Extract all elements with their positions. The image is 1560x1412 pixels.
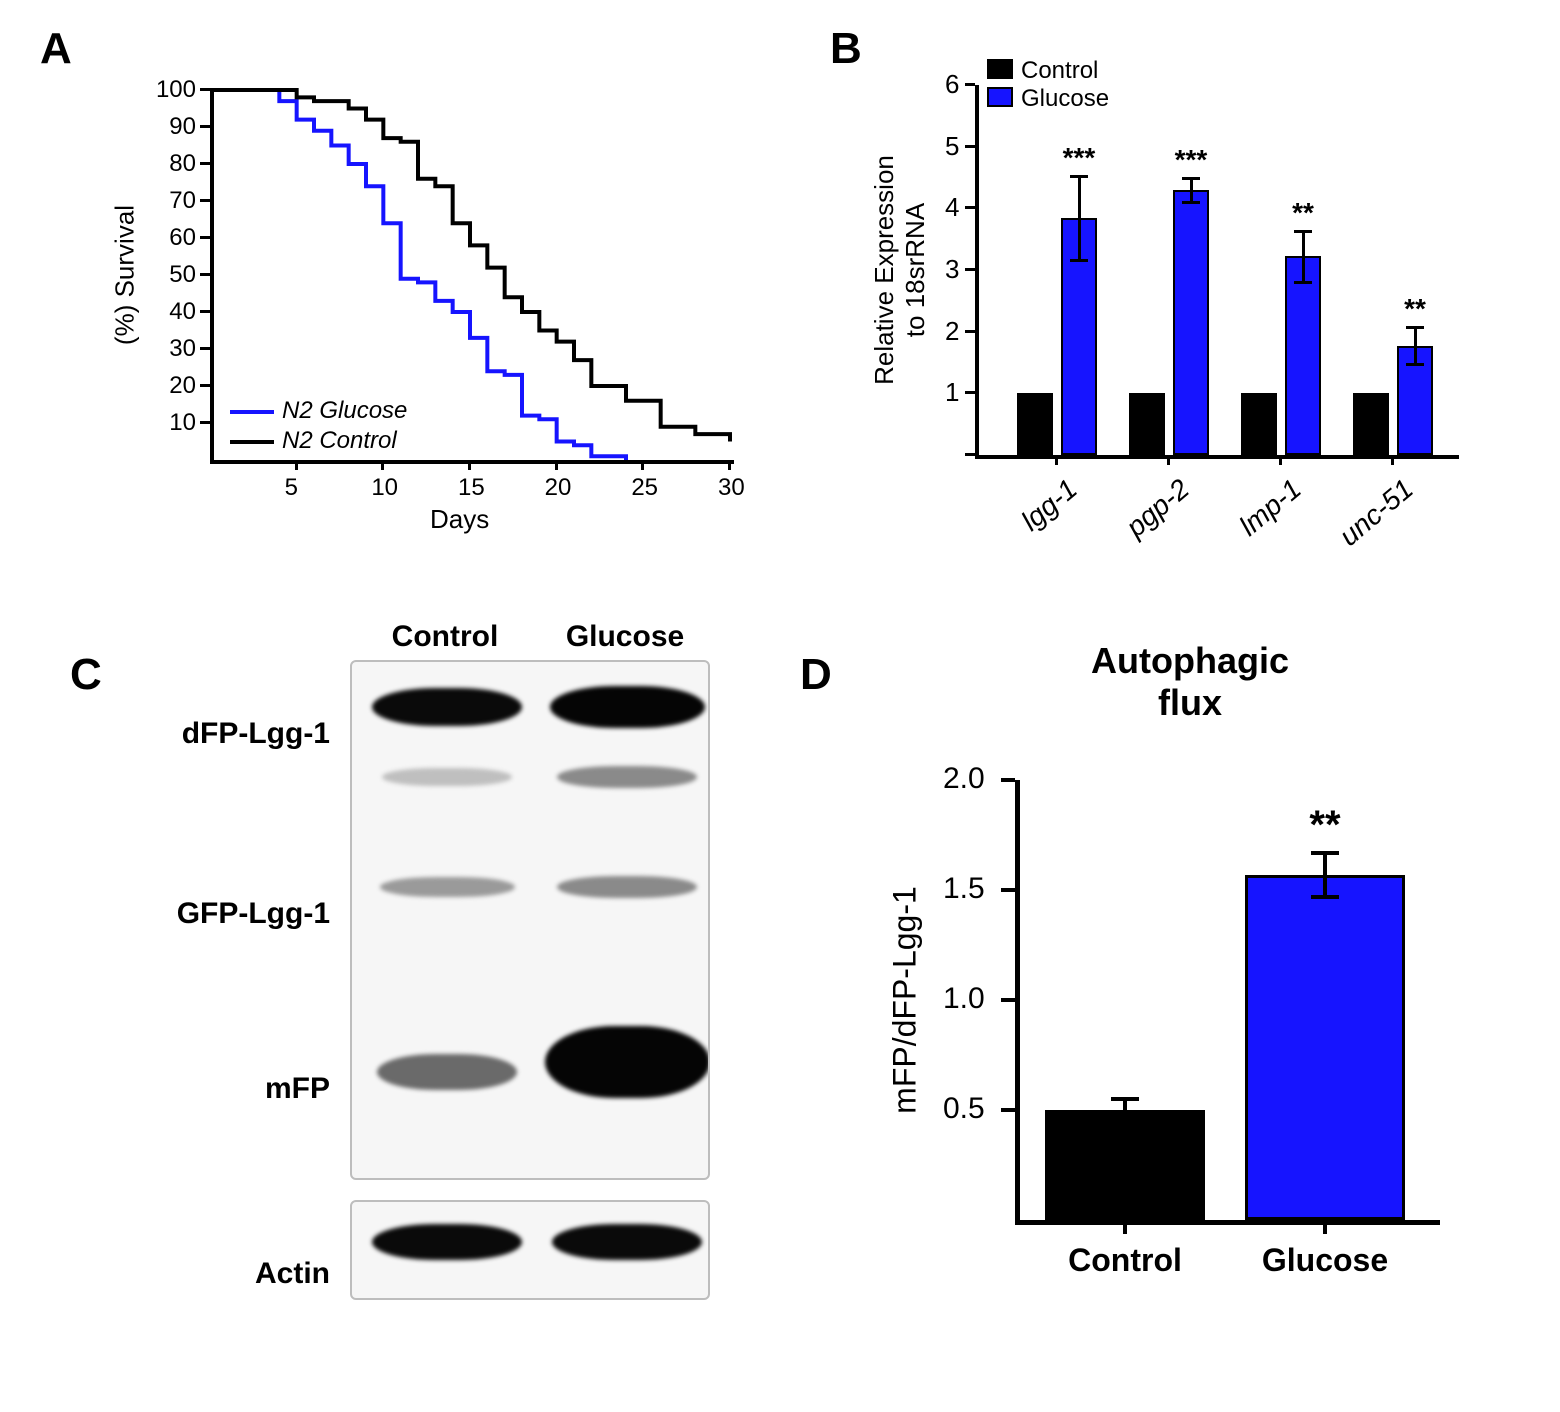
survival-chart: 10203040506070809010051015202530(%) Surv… bbox=[130, 70, 750, 510]
expression-bar-chart: 123456Relative Expression to 18srRNA***l… bbox=[880, 55, 1500, 555]
western-blot: ControlGlucosedFP-Lgg-1GFP-Lgg-1mFPActin bbox=[120, 620, 760, 1380]
panel-label-a: A bbox=[40, 24, 72, 74]
scientific-figure: A B C D 10203040506070809010051015202530… bbox=[0, 0, 1560, 1412]
autophagic-flux-chart: Autophagic flux0.51.01.52.0mFP/dFP-Lgg-1… bbox=[880, 640, 1480, 1360]
panel-label-b: B bbox=[830, 24, 862, 74]
panel-label-c: C bbox=[70, 650, 102, 700]
panel-label-d: D bbox=[800, 650, 832, 700]
